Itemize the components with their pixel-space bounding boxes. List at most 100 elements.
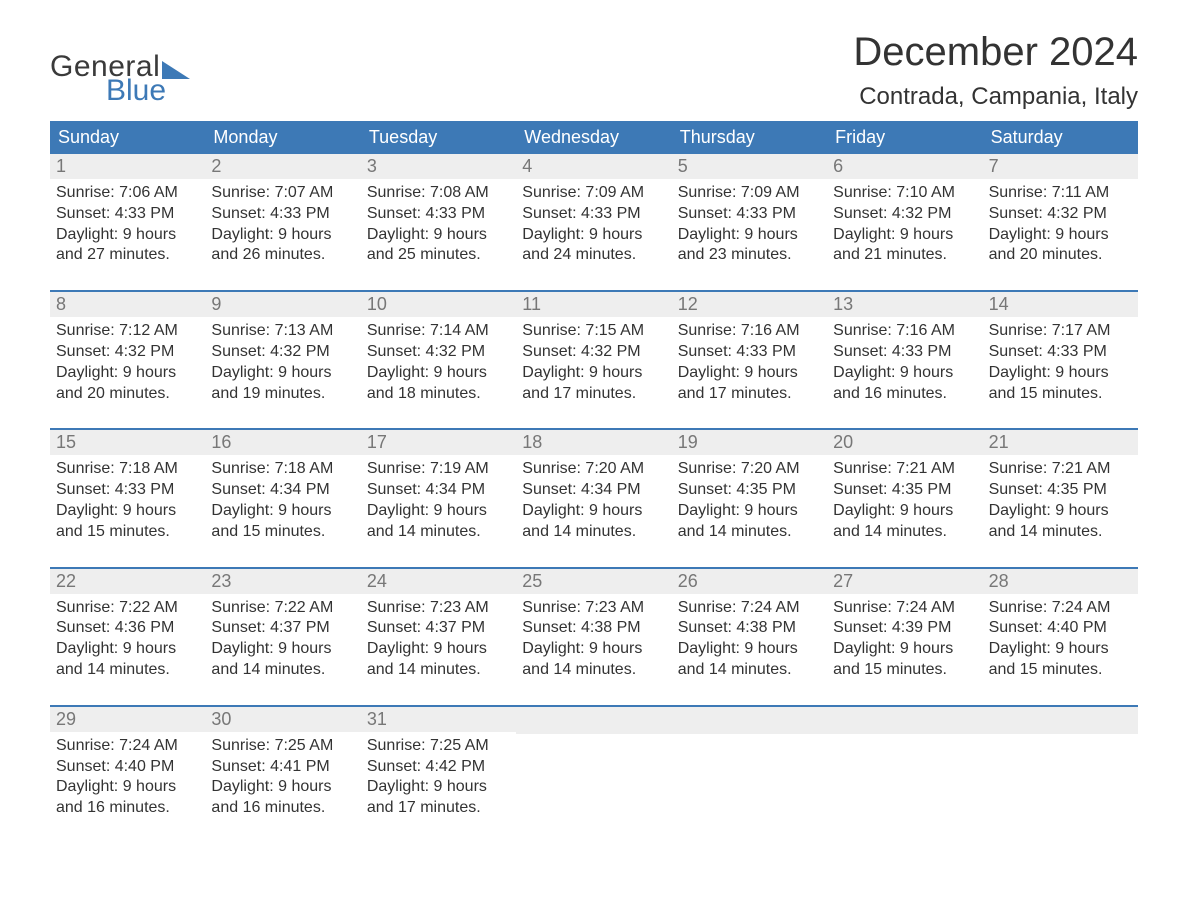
day-daylight2: and 17 minutes. xyxy=(522,384,665,405)
header: General Blue December 2024 Contrada, Cam… xyxy=(50,30,1138,111)
day-body: Sunrise: 7:24 AMSunset: 4:39 PMDaylight:… xyxy=(827,594,982,685)
day-sunrise: Sunrise: 7:16 AM xyxy=(833,321,976,342)
dow-cell: Thursday xyxy=(672,121,827,154)
day-daylight1: Daylight: 9 hours xyxy=(211,363,354,384)
day-daylight1: Daylight: 9 hours xyxy=(367,777,510,798)
day-daylight1: Daylight: 9 hours xyxy=(367,501,510,522)
day-daylight2: and 14 minutes. xyxy=(522,660,665,681)
day-daylight1: Daylight: 9 hours xyxy=(678,363,821,384)
day-daylight1: Daylight: 9 hours xyxy=(56,225,199,246)
day-daylight1: Daylight: 9 hours xyxy=(833,639,976,660)
day-daylight1: Daylight: 9 hours xyxy=(522,225,665,246)
day-number: 2 xyxy=(205,154,360,179)
day-number: 25 xyxy=(516,569,671,594)
day-cell: 8Sunrise: 7:12 AMSunset: 4:32 PMDaylight… xyxy=(50,292,205,408)
day-daylight1: Daylight: 9 hours xyxy=(989,363,1132,384)
day-number: 11 xyxy=(516,292,671,317)
day-cell xyxy=(516,707,671,823)
day-sunrise: Sunrise: 7:18 AM xyxy=(211,459,354,480)
day-daylight1: Daylight: 9 hours xyxy=(56,777,199,798)
day-sunset: Sunset: 4:32 PM xyxy=(522,342,665,363)
day-number: 1 xyxy=(50,154,205,179)
day-cell: 5Sunrise: 7:09 AMSunset: 4:33 PMDaylight… xyxy=(672,154,827,270)
day-cell: 1Sunrise: 7:06 AMSunset: 4:33 PMDaylight… xyxy=(50,154,205,270)
day-cell: 20Sunrise: 7:21 AMSunset: 4:35 PMDayligh… xyxy=(827,430,982,546)
day-daylight2: and 20 minutes. xyxy=(989,245,1132,266)
day-cell: 6Sunrise: 7:10 AMSunset: 4:32 PMDaylight… xyxy=(827,154,982,270)
day-daylight2: and 20 minutes. xyxy=(56,384,199,405)
day-number: 8 xyxy=(50,292,205,317)
day-daylight1: Daylight: 9 hours xyxy=(522,363,665,384)
day-sunset: Sunset: 4:38 PM xyxy=(522,618,665,639)
day-daylight2: and 17 minutes. xyxy=(678,384,821,405)
day-daylight1: Daylight: 9 hours xyxy=(56,639,199,660)
day-number: 23 xyxy=(205,569,360,594)
day-number: 20 xyxy=(827,430,982,455)
day-daylight1: Daylight: 9 hours xyxy=(989,639,1132,660)
day-sunset: Sunset: 4:33 PM xyxy=(678,342,821,363)
day-daylight2: and 14 minutes. xyxy=(522,522,665,543)
day-sunset: Sunset: 4:32 PM xyxy=(833,204,976,225)
day-sunrise: Sunrise: 7:22 AM xyxy=(56,598,199,619)
day-number: 31 xyxy=(361,707,516,732)
day-daylight1: Daylight: 9 hours xyxy=(56,501,199,522)
empty-day xyxy=(983,707,1138,734)
week-row: 29Sunrise: 7:24 AMSunset: 4:40 PMDayligh… xyxy=(50,705,1138,823)
day-daylight1: Daylight: 9 hours xyxy=(833,501,976,522)
day-number: 30 xyxy=(205,707,360,732)
day-sunset: Sunset: 4:36 PM xyxy=(56,618,199,639)
day-daylight2: and 14 minutes. xyxy=(678,660,821,681)
day-sunrise: Sunrise: 7:07 AM xyxy=(211,183,354,204)
day-sunrise: Sunrise: 7:12 AM xyxy=(56,321,199,342)
empty-day xyxy=(672,707,827,734)
dow-cell: Saturday xyxy=(983,121,1138,154)
day-sunrise: Sunrise: 7:16 AM xyxy=(678,321,821,342)
day-daylight1: Daylight: 9 hours xyxy=(211,225,354,246)
day-cell: 3Sunrise: 7:08 AMSunset: 4:33 PMDaylight… xyxy=(361,154,516,270)
day-sunrise: Sunrise: 7:24 AM xyxy=(678,598,821,619)
day-daylight2: and 17 minutes. xyxy=(367,798,510,819)
day-daylight1: Daylight: 9 hours xyxy=(367,363,510,384)
day-body: Sunrise: 7:12 AMSunset: 4:32 PMDaylight:… xyxy=(50,317,205,408)
day-sunrise: Sunrise: 7:10 AM xyxy=(833,183,976,204)
day-sunset: Sunset: 4:33 PM xyxy=(522,204,665,225)
day-body: Sunrise: 7:25 AMSunset: 4:41 PMDaylight:… xyxy=(205,732,360,823)
day-daylight2: and 19 minutes. xyxy=(211,384,354,405)
day-sunset: Sunset: 4:33 PM xyxy=(989,342,1132,363)
day-sunrise: Sunrise: 7:15 AM xyxy=(522,321,665,342)
day-daylight2: and 15 minutes. xyxy=(56,522,199,543)
day-number: 16 xyxy=(205,430,360,455)
day-daylight1: Daylight: 9 hours xyxy=(211,501,354,522)
day-body: Sunrise: 7:25 AMSunset: 4:42 PMDaylight:… xyxy=(361,732,516,823)
day-daylight1: Daylight: 9 hours xyxy=(989,501,1132,522)
day-body: Sunrise: 7:19 AMSunset: 4:34 PMDaylight:… xyxy=(361,455,516,546)
day-sunrise: Sunrise: 7:08 AM xyxy=(367,183,510,204)
day-cell: 28Sunrise: 7:24 AMSunset: 4:40 PMDayligh… xyxy=(983,569,1138,685)
day-daylight1: Daylight: 9 hours xyxy=(211,639,354,660)
day-daylight2: and 16 minutes. xyxy=(211,798,354,819)
day-number: 29 xyxy=(50,707,205,732)
logo-sail-icon xyxy=(162,61,190,79)
day-body: Sunrise: 7:09 AMSunset: 4:33 PMDaylight:… xyxy=(516,179,671,270)
day-sunset: Sunset: 4:37 PM xyxy=(211,618,354,639)
day-sunset: Sunset: 4:35 PM xyxy=(833,480,976,501)
day-daylight2: and 15 minutes. xyxy=(833,660,976,681)
day-body: Sunrise: 7:10 AMSunset: 4:32 PMDaylight:… xyxy=(827,179,982,270)
day-cell: 23Sunrise: 7:22 AMSunset: 4:37 PMDayligh… xyxy=(205,569,360,685)
day-cell: 24Sunrise: 7:23 AMSunset: 4:37 PMDayligh… xyxy=(361,569,516,685)
day-cell: 7Sunrise: 7:11 AMSunset: 4:32 PMDaylight… xyxy=(983,154,1138,270)
day-body: Sunrise: 7:24 AMSunset: 4:40 PMDaylight:… xyxy=(50,732,205,823)
day-cell: 9Sunrise: 7:13 AMSunset: 4:32 PMDaylight… xyxy=(205,292,360,408)
day-number: 3 xyxy=(361,154,516,179)
day-body: Sunrise: 7:24 AMSunset: 4:38 PMDaylight:… xyxy=(672,594,827,685)
day-sunrise: Sunrise: 7:20 AM xyxy=(522,459,665,480)
day-sunset: Sunset: 4:32 PM xyxy=(367,342,510,363)
week-row: 8Sunrise: 7:12 AMSunset: 4:32 PMDaylight… xyxy=(50,290,1138,408)
day-sunset: Sunset: 4:33 PM xyxy=(833,342,976,363)
day-sunrise: Sunrise: 7:14 AM xyxy=(367,321,510,342)
day-daylight1: Daylight: 9 hours xyxy=(678,639,821,660)
day-sunset: Sunset: 4:33 PM xyxy=(56,204,199,225)
logo: General Blue xyxy=(50,30,190,108)
day-daylight2: and 24 minutes. xyxy=(522,245,665,266)
day-daylight2: and 26 minutes. xyxy=(211,245,354,266)
